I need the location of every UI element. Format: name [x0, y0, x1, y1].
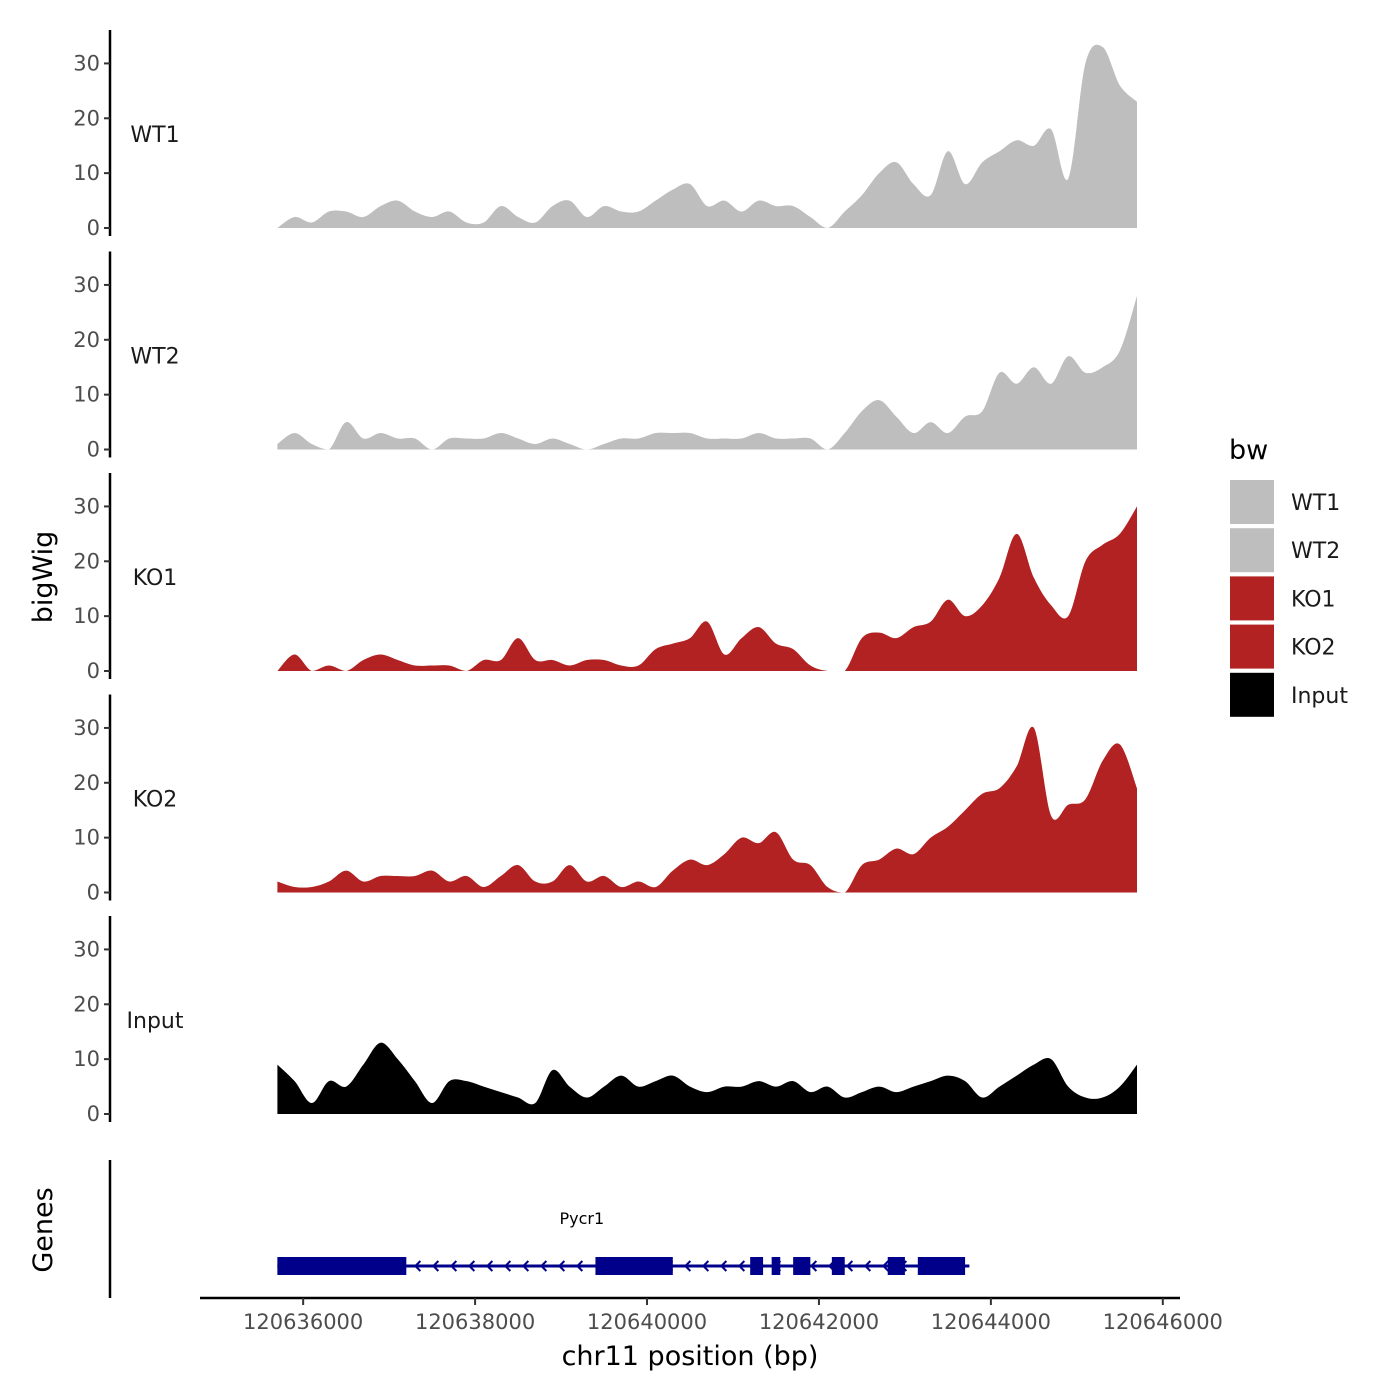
gene-exon — [771, 1257, 781, 1275]
strand-arrow — [881, 1260, 890, 1272]
track-wt2: 0 10 20 30 WT2 — [73, 251, 1137, 462]
y-tick-label: 0 — [87, 438, 100, 462]
gene-exon — [793, 1257, 811, 1275]
x-tick-label: 120644000 — [931, 1310, 1051, 1334]
gene-exon — [917, 1257, 966, 1275]
track-ko1: 0 10 20 30 KO1 — [73, 473, 1137, 683]
gene-exon — [831, 1257, 845, 1275]
y-tick-label: 30 — [73, 51, 100, 75]
legend-swatch — [1230, 480, 1274, 524]
track-label: KO2 — [133, 788, 178, 813]
x-tick-label: 120640000 — [587, 1310, 707, 1334]
y-tick-label: 20 — [73, 549, 100, 573]
y-tick-label: 30 — [73, 494, 100, 518]
signal-tracks: 0 10 20 30 WT1 0 10 20 30 WT2 0 10 20 30 KO1 0 10 20 30 KO2… — [73, 30, 1137, 1126]
y-tick-label: 10 — [73, 604, 100, 628]
track-label: WT2 — [130, 345, 179, 370]
gene-exon — [887, 1257, 905, 1275]
strand-arrow — [701, 1260, 710, 1272]
strand-arrow — [557, 1260, 566, 1272]
area-ko2 — [277, 726, 1137, 893]
area-wt2 — [277, 295, 1137, 450]
x-tick-label: 120646000 — [1103, 1310, 1223, 1334]
x-tick-label: 120642000 — [759, 1310, 879, 1334]
strand-arrow — [521, 1260, 530, 1272]
x-axis-title: chr11 position (bp) — [562, 1341, 819, 1372]
gene-name-label: Pycr1 — [560, 1209, 605, 1228]
area-wt1 — [277, 44, 1137, 229]
track-ko2: 0 10 20 30 KO2 — [73, 694, 1137, 905]
x-tick-label: 120636000 — [243, 1310, 363, 1334]
area-ko1 — [277, 506, 1137, 671]
legend-title: bw — [1229, 435, 1268, 466]
y-tick-label: 20 — [73, 328, 100, 352]
x-tick-label: 120638000 — [415, 1310, 535, 1334]
y-tick-label: 0 — [87, 216, 100, 240]
strand-arrow — [863, 1260, 872, 1272]
strand-arrow — [503, 1260, 512, 1272]
strand-arrow — [719, 1260, 728, 1272]
strand-arrow — [809, 1260, 818, 1272]
legend-swatch — [1230, 576, 1274, 621]
strand-arrow — [845, 1260, 854, 1272]
strand-arrow — [575, 1260, 584, 1272]
area-input — [277, 1042, 1137, 1114]
y-tick-label: 10 — [73, 383, 100, 407]
gene-exon — [750, 1257, 764, 1275]
track-wt1: 0 10 20 30 WT1 — [73, 30, 1137, 240]
y-tick-label: 20 — [73, 771, 100, 795]
legend-label: KO2 — [1291, 636, 1336, 661]
track-label: Input — [127, 1009, 184, 1034]
strand-arrow — [413, 1260, 422, 1272]
gene-exon — [595, 1257, 673, 1275]
legend-label: WT1 — [1291, 491, 1340, 516]
legend-swatch — [1230, 624, 1274, 669]
y-tick-label: 0 — [87, 659, 100, 683]
y-tick-label: 10 — [73, 1047, 100, 1071]
strand-arrow — [449, 1260, 458, 1272]
legend-swatch — [1230, 672, 1274, 717]
genes-axis-title: Genes — [28, 1187, 59, 1272]
y-tick-label: 10 — [73, 161, 100, 185]
strand-arrow — [431, 1260, 440, 1272]
gene-track: Pycr1 — [108, 1160, 970, 1298]
y-tick-label: 10 — [73, 826, 100, 850]
legend: bw WT1 WT2 KO1 KO2 Input — [1229, 435, 1348, 717]
strand-arrow — [485, 1260, 494, 1272]
legend-label: KO1 — [1291, 587, 1336, 612]
track-input: 0 10 20 30 Input — [73, 916, 1137, 1126]
legend-label: WT2 — [1291, 539, 1340, 564]
legend-swatch — [1230, 528, 1274, 573]
x-axis: 120636000 120638000 120640000 120642000 1206… — [200, 1296, 1223, 1334]
y-axis-title: bigWig — [28, 531, 59, 624]
strand-arrow — [683, 1260, 692, 1272]
strand-arrow — [539, 1260, 548, 1272]
y-tick-label: 0 — [87, 1102, 100, 1126]
y-tick-label: 20 — [73, 992, 100, 1016]
strand-arrow — [737, 1260, 746, 1272]
legend-label: Input — [1291, 684, 1348, 709]
y-tick-label: 30 — [73, 273, 100, 297]
y-tick-label: 30 — [73, 937, 100, 961]
gene-exon — [277, 1257, 407, 1275]
track-label: WT1 — [130, 123, 179, 148]
strand-arrow — [467, 1260, 476, 1272]
y-tick-label: 20 — [73, 106, 100, 130]
track-label: KO1 — [133, 566, 178, 591]
y-tick-label: 30 — [73, 716, 100, 740]
y-tick-label: 0 — [87, 881, 100, 905]
